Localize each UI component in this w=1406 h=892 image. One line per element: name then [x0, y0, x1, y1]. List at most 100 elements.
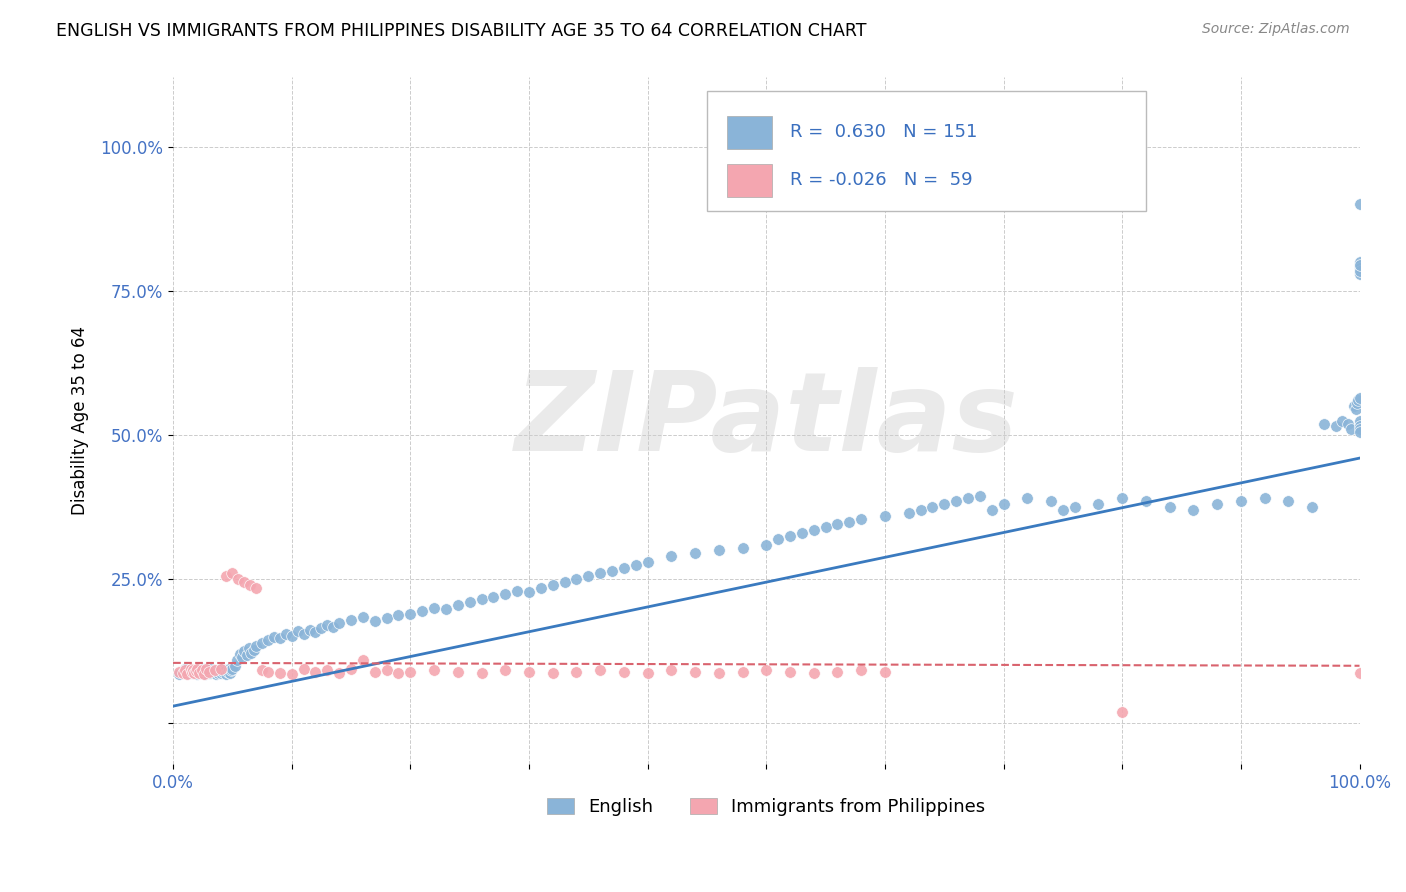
Point [803, 523, 825, 537]
Point [1111, 491, 1133, 506]
Point [352, 653, 374, 667]
Y-axis label: Disability Age 35 to 64: Disability Age 35 to 64 [72, 326, 89, 516]
Point [186, 662, 208, 676]
Point [181, 666, 204, 681]
Point [1253, 491, 1275, 506]
FancyBboxPatch shape [727, 116, 772, 149]
Point [447, 598, 470, 612]
Point [221, 662, 243, 676]
Point [731, 541, 754, 555]
Point [1348, 197, 1371, 211]
Point [219, 665, 242, 680]
Point [328, 665, 350, 680]
Point [217, 665, 239, 679]
Point [1348, 255, 1371, 269]
Point [755, 538, 778, 552]
Point [190, 666, 212, 681]
Point [212, 665, 235, 679]
Point [218, 662, 240, 676]
Point [1343, 399, 1365, 413]
Point [779, 665, 801, 679]
Point [399, 665, 422, 679]
Point [1277, 494, 1299, 508]
Point [219, 664, 242, 678]
Point [423, 664, 446, 678]
Point [174, 664, 197, 678]
Point [1336, 417, 1358, 431]
Point [517, 585, 540, 599]
Point [565, 665, 588, 679]
Point [458, 595, 481, 609]
Point [287, 624, 309, 639]
Point [565, 572, 588, 586]
Point [190, 664, 212, 678]
Point [1348, 260, 1371, 275]
Point [274, 627, 297, 641]
Point [1346, 396, 1368, 410]
Point [755, 664, 778, 678]
Point [766, 532, 789, 546]
Point [209, 662, 232, 676]
Point [1348, 425, 1371, 439]
Point [1348, 391, 1371, 405]
Point [897, 506, 920, 520]
Legend: English, Immigrants from Philippines: English, Immigrants from Philippines [540, 790, 993, 823]
Point [1040, 494, 1063, 508]
Point [1087, 497, 1109, 511]
Point [731, 665, 754, 679]
Point [304, 625, 326, 640]
Point [328, 615, 350, 630]
Point [969, 489, 991, 503]
Point [790, 526, 813, 541]
Point [1348, 417, 1371, 431]
Point [340, 613, 363, 627]
Point [269, 631, 291, 645]
Point [176, 666, 198, 681]
Point [316, 664, 339, 678]
Point [292, 627, 315, 641]
Point [204, 664, 226, 678]
Point [576, 569, 599, 583]
Point [589, 664, 612, 678]
Point [214, 664, 236, 678]
Point [184, 664, 207, 678]
Point [280, 666, 302, 681]
Point [506, 583, 529, 598]
Point [624, 558, 647, 572]
Point [167, 667, 190, 681]
Point [1206, 497, 1229, 511]
Point [207, 665, 229, 680]
Point [215, 666, 238, 681]
Point [661, 664, 683, 678]
Point [233, 575, 256, 590]
Point [1348, 263, 1371, 277]
Point [188, 665, 211, 679]
Point [873, 508, 896, 523]
Point [233, 644, 256, 658]
Point [167, 665, 190, 679]
Point [517, 665, 540, 679]
Point [661, 549, 683, 564]
Point [1182, 503, 1205, 517]
Point [814, 520, 837, 534]
Point [851, 511, 873, 525]
Point [215, 569, 238, 583]
Point [364, 665, 387, 679]
Point [803, 665, 825, 680]
Point [851, 664, 873, 678]
Point [181, 663, 204, 677]
Point [221, 566, 243, 581]
Point [1052, 503, 1074, 517]
Point [250, 664, 273, 678]
Point [827, 517, 849, 532]
Point [554, 575, 576, 590]
Point [1111, 705, 1133, 719]
Point [205, 665, 228, 679]
Point [683, 546, 706, 560]
Point [1063, 500, 1085, 515]
Point [197, 664, 219, 678]
Point [183, 665, 205, 679]
Point [172, 665, 194, 679]
Point [779, 529, 801, 543]
Point [257, 665, 280, 679]
